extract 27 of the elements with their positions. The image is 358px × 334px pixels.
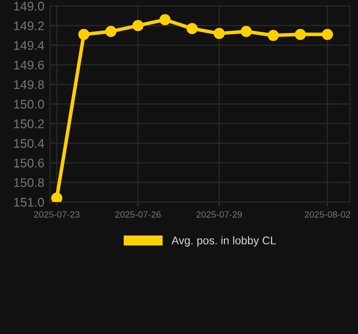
x-tick-label: 2025-07-26 [115,211,161,218]
y-tick-label: 149.0 [14,2,44,11]
point [294,28,306,40]
x-tick-label: 2025-08-02 [304,211,350,218]
legend-label: Avg. pos. in lobby CL [172,236,276,247]
y-tick-label: 150.8 [14,178,44,188]
y-tick-label: 149.8 [14,80,44,90]
point [186,22,198,34]
point [268,30,279,41]
x-tick-label: 2025-07-29 [196,211,242,218]
y-tick-label: 150.2 [14,119,44,128]
point [78,28,90,40]
y-tick-label: 149.2 [14,21,44,30]
point [322,28,333,40]
point [132,20,144,32]
point [214,28,225,39]
y-tick-label: 150.4 [14,139,44,148]
y-tick-label: 149.6 [14,60,44,70]
y-tick-label: 151.0 [14,198,44,207]
y-tick-label: 150.6 [14,158,44,168]
point [159,14,171,26]
y-tick-label: 149.4 [14,41,44,50]
y-tick-label: 150.0 [14,100,44,109]
point [240,26,252,38]
x-tick-label: 2025-07-23 [34,211,80,218]
point [105,26,116,38]
point [51,192,62,202]
